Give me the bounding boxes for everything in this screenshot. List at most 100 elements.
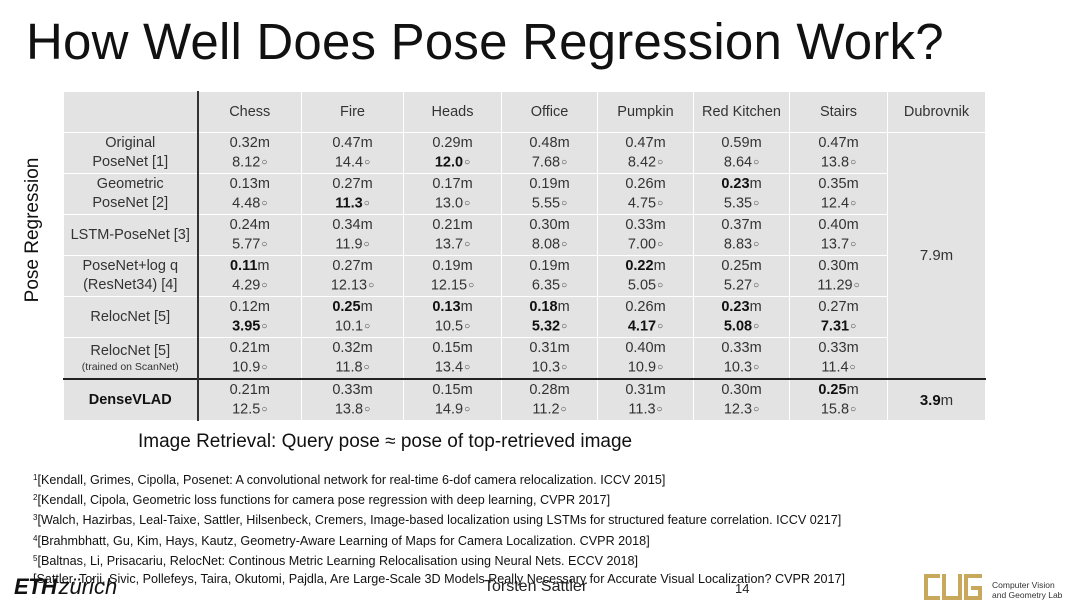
rotation-error-value: 7.31: [820, 318, 850, 335]
degree-symbol: ○: [850, 238, 857, 250]
column-header: Stairs: [789, 91, 888, 133]
degree-symbol: ○: [368, 279, 375, 291]
position-error-value: 0.12: [229, 298, 258, 315]
degree-symbol: ○: [753, 156, 760, 168]
rotation-error: 10.9○: [199, 358, 302, 377]
method-name-cell: RelocNet [5] (trained on ScanNet): [63, 337, 199, 380]
position-error-unit: m: [749, 381, 762, 398]
dubrovnik-posenet-unit: m: [940, 247, 954, 264]
degree-symbol: ○: [753, 238, 760, 250]
position-error-unit: m: [653, 381, 666, 398]
table-row: Original PoseNet [1] 0.32m 8.12○ 0.47m 14.4○ 0…: [63, 132, 986, 380]
rotation-error-value: 10.5: [434, 318, 464, 335]
reference-text: [Walch, Hazirbas, Leal-Taixe, Sattler, H…: [37, 513, 842, 528]
position-error: 0.30m: [694, 381, 789, 400]
position-error-unit: m: [557, 298, 570, 315]
position-error-value: 0.32: [229, 134, 258, 151]
method-name-line: RelocNet [5]: [90, 308, 171, 325]
method-name-note: (trained on ScanNet): [81, 361, 179, 373]
position-error-unit: m: [653, 257, 666, 274]
result-cell: 0.27m 11.3○: [301, 173, 404, 215]
position-error-unit: m: [846, 134, 859, 151]
degree-symbol: ○: [464, 156, 471, 168]
position-error-value: 0.23: [721, 298, 750, 315]
position-error-unit: m: [360, 381, 373, 398]
position-error-value: 0.40: [625, 339, 654, 356]
position-error-unit: m: [749, 134, 762, 151]
rotation-error: 12.3○: [694, 400, 789, 419]
position-error: 0.23m: [694, 175, 789, 194]
degree-symbol: ○: [464, 238, 471, 250]
position-error-value: 0.32: [332, 339, 361, 356]
dubrovnik-densevlad-cell: 3.9m: [887, 378, 986, 421]
position-error-unit: m: [653, 298, 666, 315]
position-error-value: 0.40: [818, 216, 847, 233]
position-error-value: 0.11: [229, 257, 258, 274]
result-cell: 0.32m 8.12○: [197, 132, 302, 174]
position-error: 0.26m: [598, 298, 693, 317]
position-error: 0.59m: [694, 134, 789, 153]
degree-symbol: ○: [261, 320, 268, 332]
degree-symbol: ○: [261, 279, 268, 291]
position-error-value: 0.33: [332, 381, 361, 398]
rotation-error-value: 5.32: [531, 318, 561, 335]
position-error-unit: m: [360, 216, 373, 233]
rotation-error-value: 5.35: [723, 195, 753, 212]
result-cell: 0.11m 4.29○: [197, 255, 302, 297]
rotation-error: 4.17○: [598, 317, 693, 336]
position-error: 0.28m: [502, 381, 597, 400]
table-row: PoseNet+log q (ResNet34) [4] 0.11m 4.29○ 0.2…: [63, 255, 986, 297]
result-cell: 0.33m 10.3○: [693, 337, 790, 380]
result-cell: 0.21m 10.9○: [197, 337, 302, 380]
position-error-value: 0.19: [529, 257, 558, 274]
position-error-value: 0.17: [432, 175, 461, 192]
position-error-unit: m: [257, 216, 270, 233]
position-error: 0.27m: [790, 298, 887, 317]
degree-symbol: ○: [853, 279, 860, 291]
result-cell: 0.26m 4.75○: [597, 173, 694, 215]
dubrovnik-densevlad-value: 3.9: [919, 391, 941, 409]
position-error-value: 0.47: [332, 134, 361, 151]
eth-logo-text: ETH: [14, 574, 57, 599]
rotation-error: 5.08○: [694, 317, 789, 336]
lab-name-line: Computer Vision: [992, 580, 1055, 590]
position-error: 0.15m: [404, 339, 501, 358]
rotation-error-value: 12.0: [434, 154, 464, 171]
position-error: 0.11m: [199, 257, 302, 276]
rotation-error: 13.7○: [790, 235, 887, 254]
slide-title: How Well Does Pose Regression Work?: [26, 13, 944, 70]
degree-symbol: ○: [561, 320, 568, 332]
method-name-line: LSTM-PoseNet [3]: [70, 226, 190, 243]
results-table: Chess Fire Heads Office Pumpkin Red Kitc…: [63, 91, 986, 421]
position-error-unit: m: [653, 339, 666, 356]
position-error-value: 0.19: [432, 257, 461, 274]
rotation-error-value: 14.4: [334, 154, 364, 171]
rotation-error: 5.77○: [199, 235, 302, 254]
degree-symbol: ○: [261, 238, 268, 250]
degree-symbol: ○: [464, 320, 471, 332]
position-error: 0.21m: [404, 216, 501, 235]
position-error-unit: m: [360, 175, 373, 192]
rotation-error-value: 8.64: [723, 154, 753, 171]
result-cell: 0.25m 15.8○: [789, 378, 888, 421]
rotation-error: 5.27○: [694, 276, 789, 295]
position-error-value: 0.26: [625, 298, 654, 315]
result-cell: 0.47m 13.8○: [789, 132, 888, 174]
result-cell: 0.35m 12.4○: [789, 173, 888, 215]
degree-symbol: ○: [464, 361, 471, 373]
result-cell: 0.30m 11.29○: [789, 255, 888, 297]
position-error-value: 0.21: [229, 339, 258, 356]
dubrovnik-posenet-cell: 7.9m: [887, 132, 986, 380]
rotation-error-value: 8.08: [531, 236, 561, 253]
rotation-error: 11.9○: [302, 235, 403, 254]
degree-symbol: ○: [468, 279, 475, 291]
position-error-unit: m: [360, 257, 373, 274]
result-cell: 0.12m 3.95○: [197, 296, 302, 338]
degree-symbol: ○: [850, 320, 857, 332]
position-error: 0.29m: [404, 134, 501, 153]
position-error: 0.34m: [302, 216, 403, 235]
degree-symbol: ○: [261, 197, 268, 209]
position-error-value: 0.27: [332, 175, 361, 192]
position-error: 0.18m: [502, 298, 597, 317]
position-error-value: 0.18: [529, 298, 558, 315]
